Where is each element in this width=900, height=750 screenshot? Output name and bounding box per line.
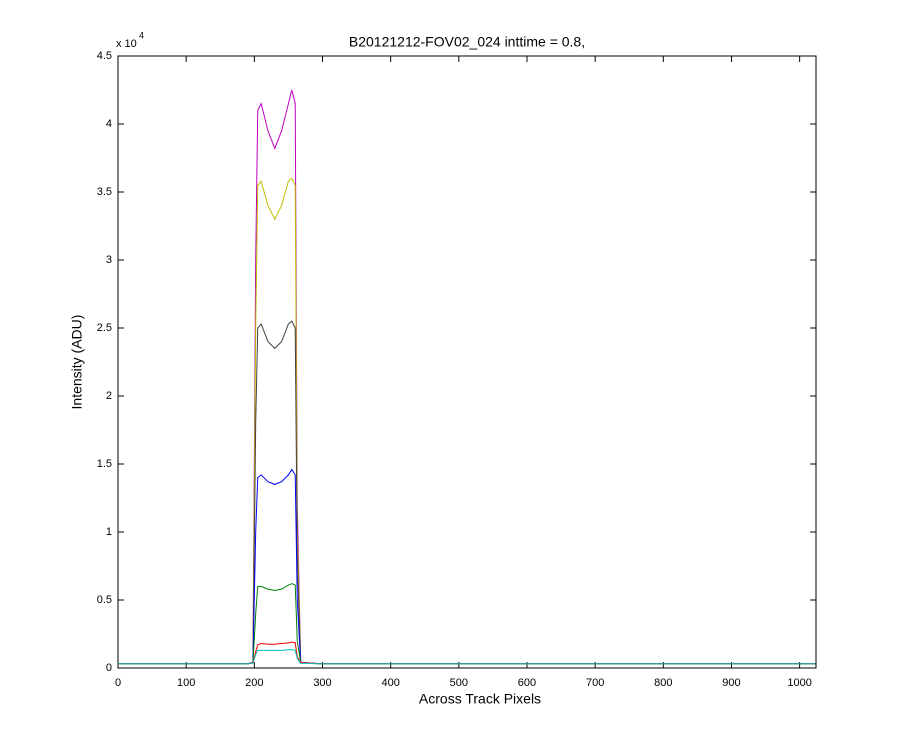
chart-title: B20121212-FOV02_024 inttime = 0.8, [349, 34, 585, 50]
x-tick-label: 700 [586, 677, 604, 689]
series-line [118, 320, 816, 665]
x-tick-label: 800 [654, 677, 672, 689]
series-line [118, 649, 816, 665]
y-tick-label: 2.5 [97, 322, 112, 334]
x-tick-label: 900 [722, 677, 740, 689]
y-tick-label: 3.5 [97, 186, 112, 198]
series-line [118, 468, 816, 665]
x-tick-label: 100 [177, 677, 195, 689]
x-tick-label: 400 [381, 677, 399, 689]
y-tick-label: 0.5 [97, 594, 112, 606]
y-tick-label: 0 [106, 662, 112, 674]
x-axis-label: Across Track Pixels [419, 691, 541, 707]
y-tick-label: 4 [106, 118, 112, 130]
series-line [118, 641, 816, 665]
x-tick-label: 500 [450, 677, 468, 689]
x-tick-label: 200 [245, 677, 263, 689]
y-axis-label: Intensity (ADU) [69, 315, 85, 410]
x-tick-label: 600 [518, 677, 536, 689]
y-tick-label: 1 [106, 526, 112, 538]
plot-area [117, 55, 817, 669]
y-multiplier-base: x 10 [116, 38, 137, 50]
y-tick-label: 4.5 [97, 50, 112, 62]
series-line [118, 583, 816, 665]
x-tick-label: 300 [313, 677, 331, 689]
y-tick-label: 3 [106, 254, 112, 266]
y-tick-label: 2 [106, 390, 112, 402]
y-multiplier-exponent: 4 [139, 30, 144, 40]
y-tick-label: 1.5 [97, 458, 112, 470]
x-tick-label: 0 [115, 677, 121, 689]
x-tick-label: 1000 [787, 677, 811, 689]
